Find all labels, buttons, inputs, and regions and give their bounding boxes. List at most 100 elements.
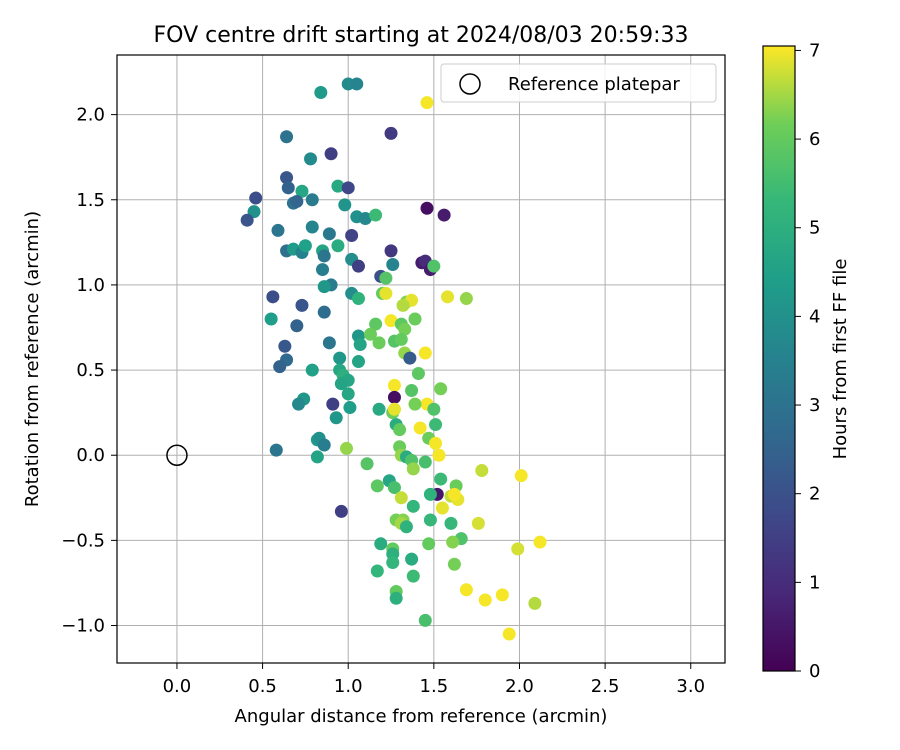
colorbar-tick-label: 0 [809, 661, 820, 682]
data-point [406, 462, 420, 476]
data-point [316, 263, 330, 277]
data-point [418, 455, 432, 469]
x-tick-label: 3.0 [676, 676, 705, 697]
data-point [334, 504, 348, 518]
data-point [405, 384, 419, 398]
data-point [396, 298, 410, 312]
data-point [495, 588, 509, 602]
data-point [298, 239, 312, 253]
data-point [305, 193, 319, 207]
data-point [405, 552, 419, 566]
data-point [434, 472, 448, 486]
data-point [305, 363, 319, 377]
data-point [502, 627, 516, 641]
data-point [370, 479, 384, 493]
data-point [369, 208, 383, 222]
colorbar-tick-label: 7 [809, 40, 820, 61]
data-point [266, 290, 280, 304]
colorbar-tick-label: 2 [809, 484, 820, 505]
data-point [363, 327, 377, 341]
data-point [317, 305, 331, 319]
data-point [413, 421, 427, 435]
x-tick-label: 2.0 [505, 676, 534, 697]
data-point [341, 387, 355, 401]
data-point [429, 418, 443, 432]
data-point [394, 491, 408, 505]
legend: Reference platepar [440, 63, 717, 103]
data-point [278, 339, 292, 353]
y-tick-label: 1.0 [76, 275, 105, 296]
data-point [408, 312, 422, 326]
colorbar-tick-label: 6 [809, 129, 820, 150]
data-point [322, 227, 336, 241]
data-point [446, 535, 460, 549]
data-point [280, 171, 294, 185]
data-point [351, 355, 365, 369]
data-point [317, 438, 331, 452]
x-tick-label: 2.5 [591, 676, 620, 697]
data-point [427, 402, 441, 416]
data-point [475, 464, 489, 478]
data-point [423, 513, 437, 527]
x-tick-label: 1.0 [334, 676, 363, 697]
data-point [331, 239, 345, 253]
y-tick-label: 0.0 [76, 445, 105, 466]
y-tick-label: 1.5 [76, 190, 105, 211]
data-point [281, 181, 295, 195]
data-point [427, 259, 441, 273]
data-point [386, 556, 400, 570]
data-point [411, 366, 425, 380]
data-point [384, 314, 398, 328]
data-point [447, 487, 461, 501]
x-axis-label: Angular distance from reference (arcmin) [235, 706, 608, 727]
data-point [447, 557, 461, 571]
data-point [394, 332, 408, 346]
data-point [429, 436, 443, 450]
colorbar-gradient [762, 45, 796, 672]
data-point [444, 516, 458, 530]
data-point [370, 564, 384, 578]
data-point [418, 346, 432, 360]
data-point [514, 469, 528, 483]
data-point [398, 322, 412, 336]
x-tick-label: 0.5 [248, 676, 277, 697]
data-point [478, 593, 492, 607]
colorbar-ticks: 0 1 2 3 4 5 6 7 [795, 40, 820, 682]
data-point [292, 397, 306, 411]
data-point [305, 220, 319, 234]
legend-label: Reference platepar [508, 74, 680, 95]
data-point [240, 213, 254, 227]
plot-area-frame [116, 54, 726, 664]
data-point [511, 542, 525, 556]
data-point [533, 535, 547, 549]
data-point [360, 457, 374, 471]
data-point [338, 198, 352, 212]
data-point [314, 85, 328, 99]
data-point [350, 77, 364, 91]
y-tick-label: 2.0 [76, 105, 105, 126]
data-point [374, 537, 388, 551]
data-point [418, 613, 432, 627]
chart-title: FOV centre drift starting at 2024/08/03 … [154, 23, 689, 48]
data-point [341, 181, 355, 195]
data-point [345, 229, 359, 243]
data-point [459, 292, 473, 306]
data-point [408, 397, 422, 411]
data-point [295, 298, 309, 312]
legend-box [440, 63, 717, 103]
data-point [339, 441, 353, 455]
data-point [290, 194, 304, 208]
data-point [384, 126, 398, 140]
data-point [387, 481, 401, 495]
reference-marker [166, 444, 188, 466]
y-tick-label: 0.5 [76, 360, 105, 381]
data-point [304, 152, 318, 166]
data-point [331, 179, 345, 193]
data-point [379, 271, 393, 285]
data-point [322, 336, 336, 350]
data-point [389, 591, 403, 605]
data-point [423, 487, 437, 501]
data-point [369, 317, 383, 331]
data-point [310, 450, 324, 464]
